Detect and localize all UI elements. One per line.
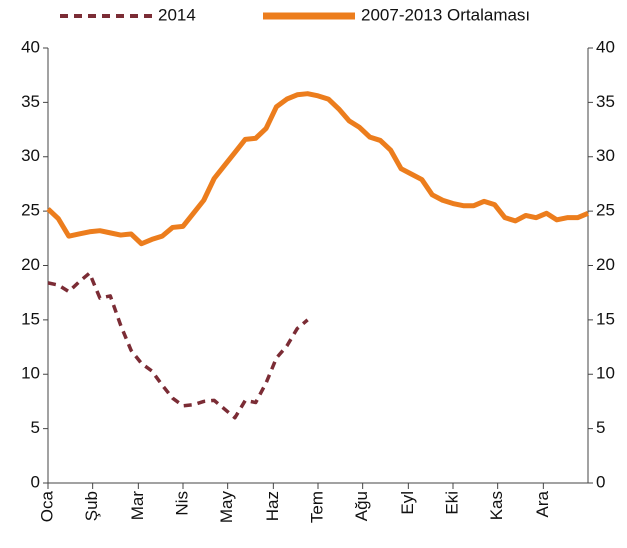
y2-tick-label: 40 <box>596 37 615 56</box>
x-tick-label: Tem <box>307 491 326 523</box>
x-tick-label: Şub <box>82 491 101 521</box>
x-tick-label: Ağu <box>352 491 371 521</box>
legend-label: 2014 <box>158 5 196 24</box>
x-tick-label: Nis <box>172 491 191 516</box>
y2-tick-label: 20 <box>596 255 615 274</box>
y-tick-label: 15 <box>21 309 40 328</box>
x-tick-label: Kas <box>487 491 506 520</box>
y2-tick-label: 5 <box>596 418 605 437</box>
x-tick-label: May <box>217 491 236 524</box>
y-tick-label: 35 <box>21 92 40 111</box>
x-tick-label: Mar <box>128 491 147 521</box>
y-tick-label: 30 <box>21 146 40 165</box>
x-tick-label: Eki <box>442 491 461 515</box>
y2-tick-label: 0 <box>596 472 605 491</box>
y2-tick-label: 25 <box>596 201 615 220</box>
series-line <box>47 271 309 420</box>
series-line <box>46 91 589 247</box>
y-tick-label: 25 <box>21 201 40 220</box>
x-tick-label: Eyl <box>398 491 417 515</box>
legend-label: 2007-2013 Ortalaması <box>361 5 530 24</box>
y-tick-label: 0 <box>31 472 40 491</box>
y-tick-label: 10 <box>21 364 40 383</box>
y-tick-label: 40 <box>21 37 40 56</box>
y-tick-label: 5 <box>31 418 40 437</box>
x-tick-label: Ara <box>533 490 552 517</box>
y-tick-label: 20 <box>21 255 40 274</box>
y2-tick-label: 35 <box>596 92 615 111</box>
y2-tick-label: 10 <box>596 364 615 383</box>
y2-tick-label: 15 <box>596 309 615 328</box>
x-tick-label: Haz <box>263 491 282 521</box>
x-tick-label: Oca <box>37 490 56 522</box>
y2-tick-label: 30 <box>596 146 615 165</box>
